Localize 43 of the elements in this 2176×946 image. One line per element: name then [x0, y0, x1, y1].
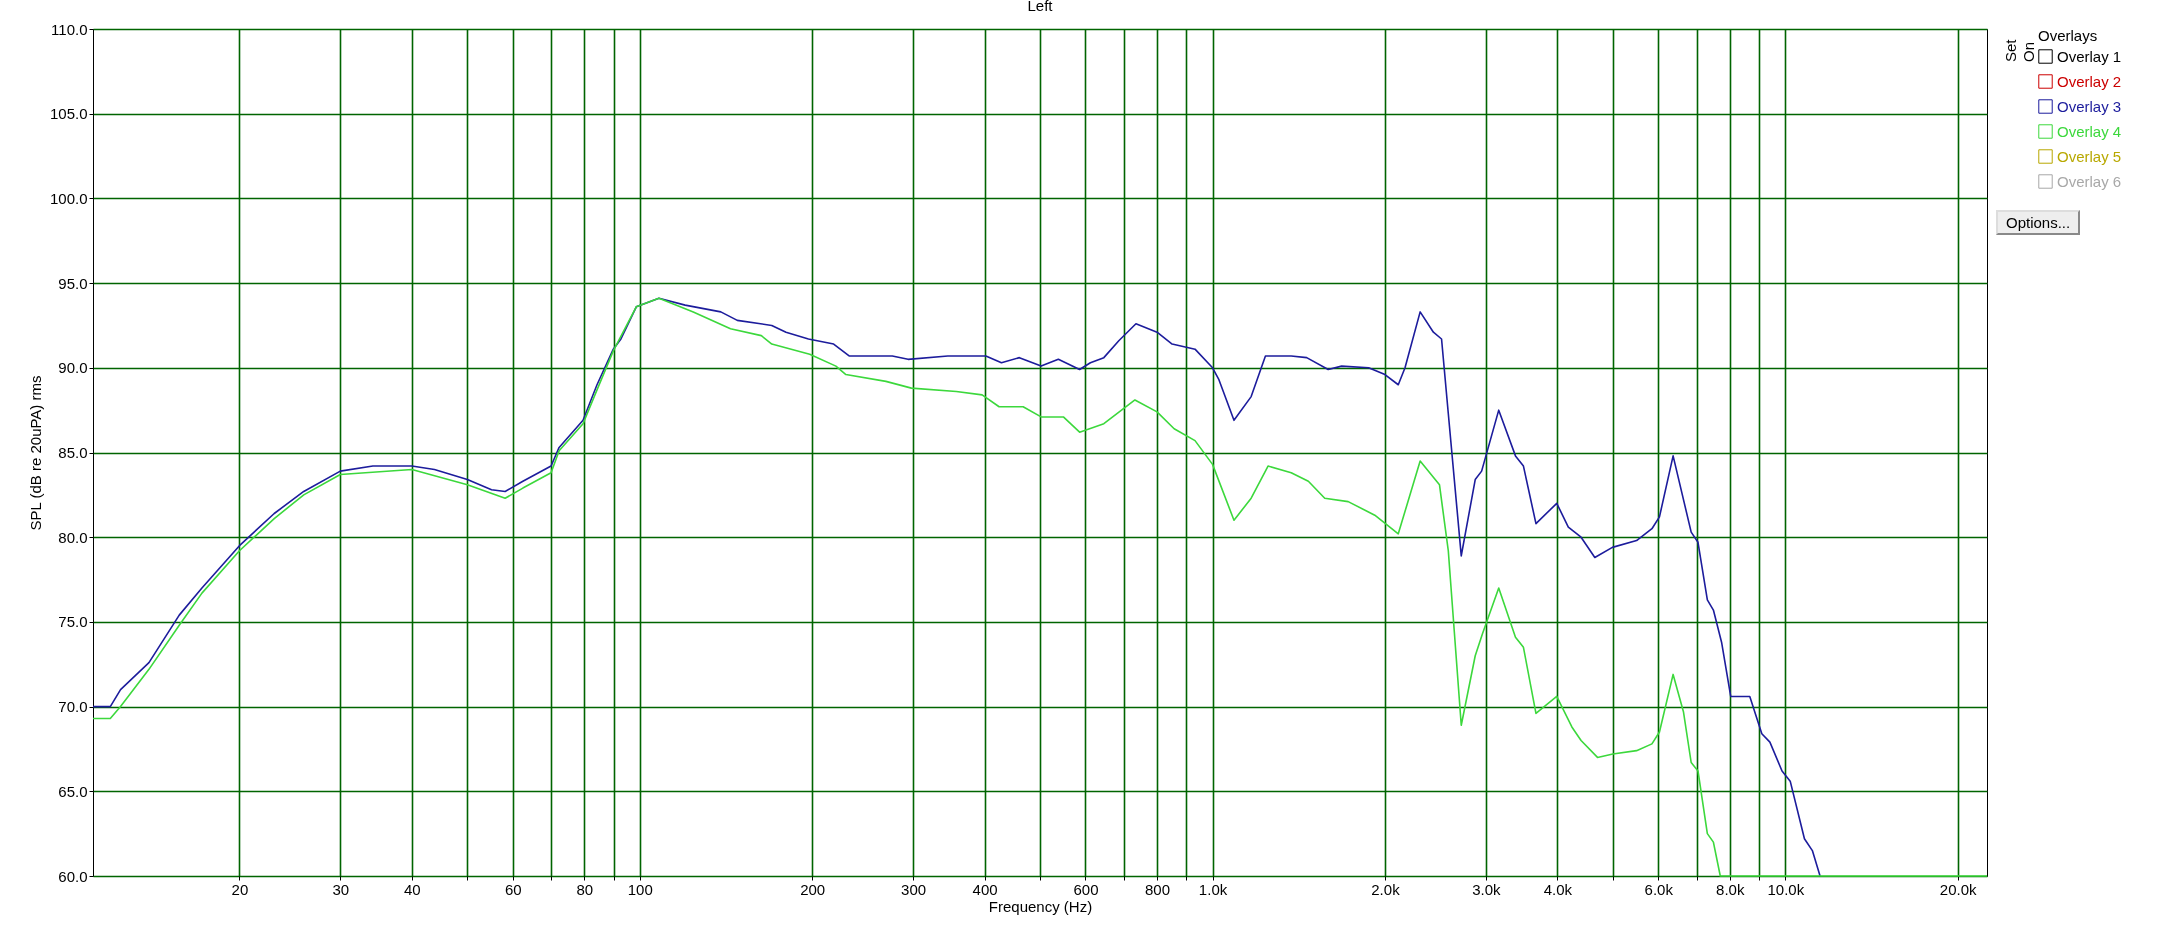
x-tick-label: 400: [972, 880, 998, 898]
y-tick-label: 100.0: [49, 189, 88, 207]
x-tick-label: 20.0k: [1939, 880, 1978, 898]
y-tick-label: 110.0: [51, 20, 88, 38]
y-tick-label: 85.0: [58, 444, 88, 461]
x-tick-label: 30: [332, 880, 350, 898]
y-tick-label: 75.0: [58, 613, 88, 631]
legend-label: Overlay 5: [2057, 147, 2122, 165]
legend-label: Overlay 3: [2057, 97, 2122, 115]
x-tick-label: 800: [1145, 880, 1171, 898]
x-tick-label: 60: [504, 880, 522, 898]
x-tick-label: 1.0k: [1198, 880, 1228, 898]
text: Set: [2002, 39, 2019, 62]
legend-label: Overlay 1: [2057, 47, 2122, 65]
x-tick-label: 80: [576, 880, 594, 898]
y-tick-label: 70.0: [58, 698, 88, 716]
text: Options...: [1996, 210, 2081, 235]
text: On: [2020, 41, 2037, 62]
legend-label: Overlay 2: [2057, 72, 2122, 90]
x-tick-label: 600: [1073, 880, 1099, 898]
x-tick-label: 40: [404, 880, 421, 898]
x-tick-label: 3.0k: [1472, 880, 1501, 898]
y-tick-label: 105.0: [49, 105, 88, 123]
legend-title: Overlays: [2038, 27, 2098, 44]
x-tick-label: 100: [627, 880, 653, 898]
x-tick-label: 10.0k: [1767, 880, 1805, 898]
x-tick-label: 200: [800, 880, 826, 898]
y-tick-label: 80.0: [58, 528, 88, 546]
legend-label: Overlay 4: [2057, 122, 2122, 140]
y-tick-label: 90.0: [58, 359, 88, 377]
x-tick-label: 2.0k: [1371, 880, 1401, 898]
y-tick-label: 65.0: [58, 782, 88, 800]
legend-label: Overlay 6: [2057, 172, 2122, 190]
x-tick-label: 8.0k: [1716, 880, 1745, 898]
x-tick-label: 4.0k: [1543, 880, 1573, 898]
y-tick-label: 95.0: [58, 274, 88, 292]
chart-title: Left: [1027, 0, 1054, 14]
y-tick-label: 60.0: [58, 867, 88, 885]
x-axis-title: Frequency (Hz): [988, 897, 1093, 915]
x-tick-label: 300: [901, 880, 927, 898]
y-axis-title: SPL (dB re 20uPA) rms: [26, 375, 44, 531]
x-tick-label: 20: [231, 880, 249, 898]
x-tick-label: 6.0k: [1644, 880, 1674, 898]
